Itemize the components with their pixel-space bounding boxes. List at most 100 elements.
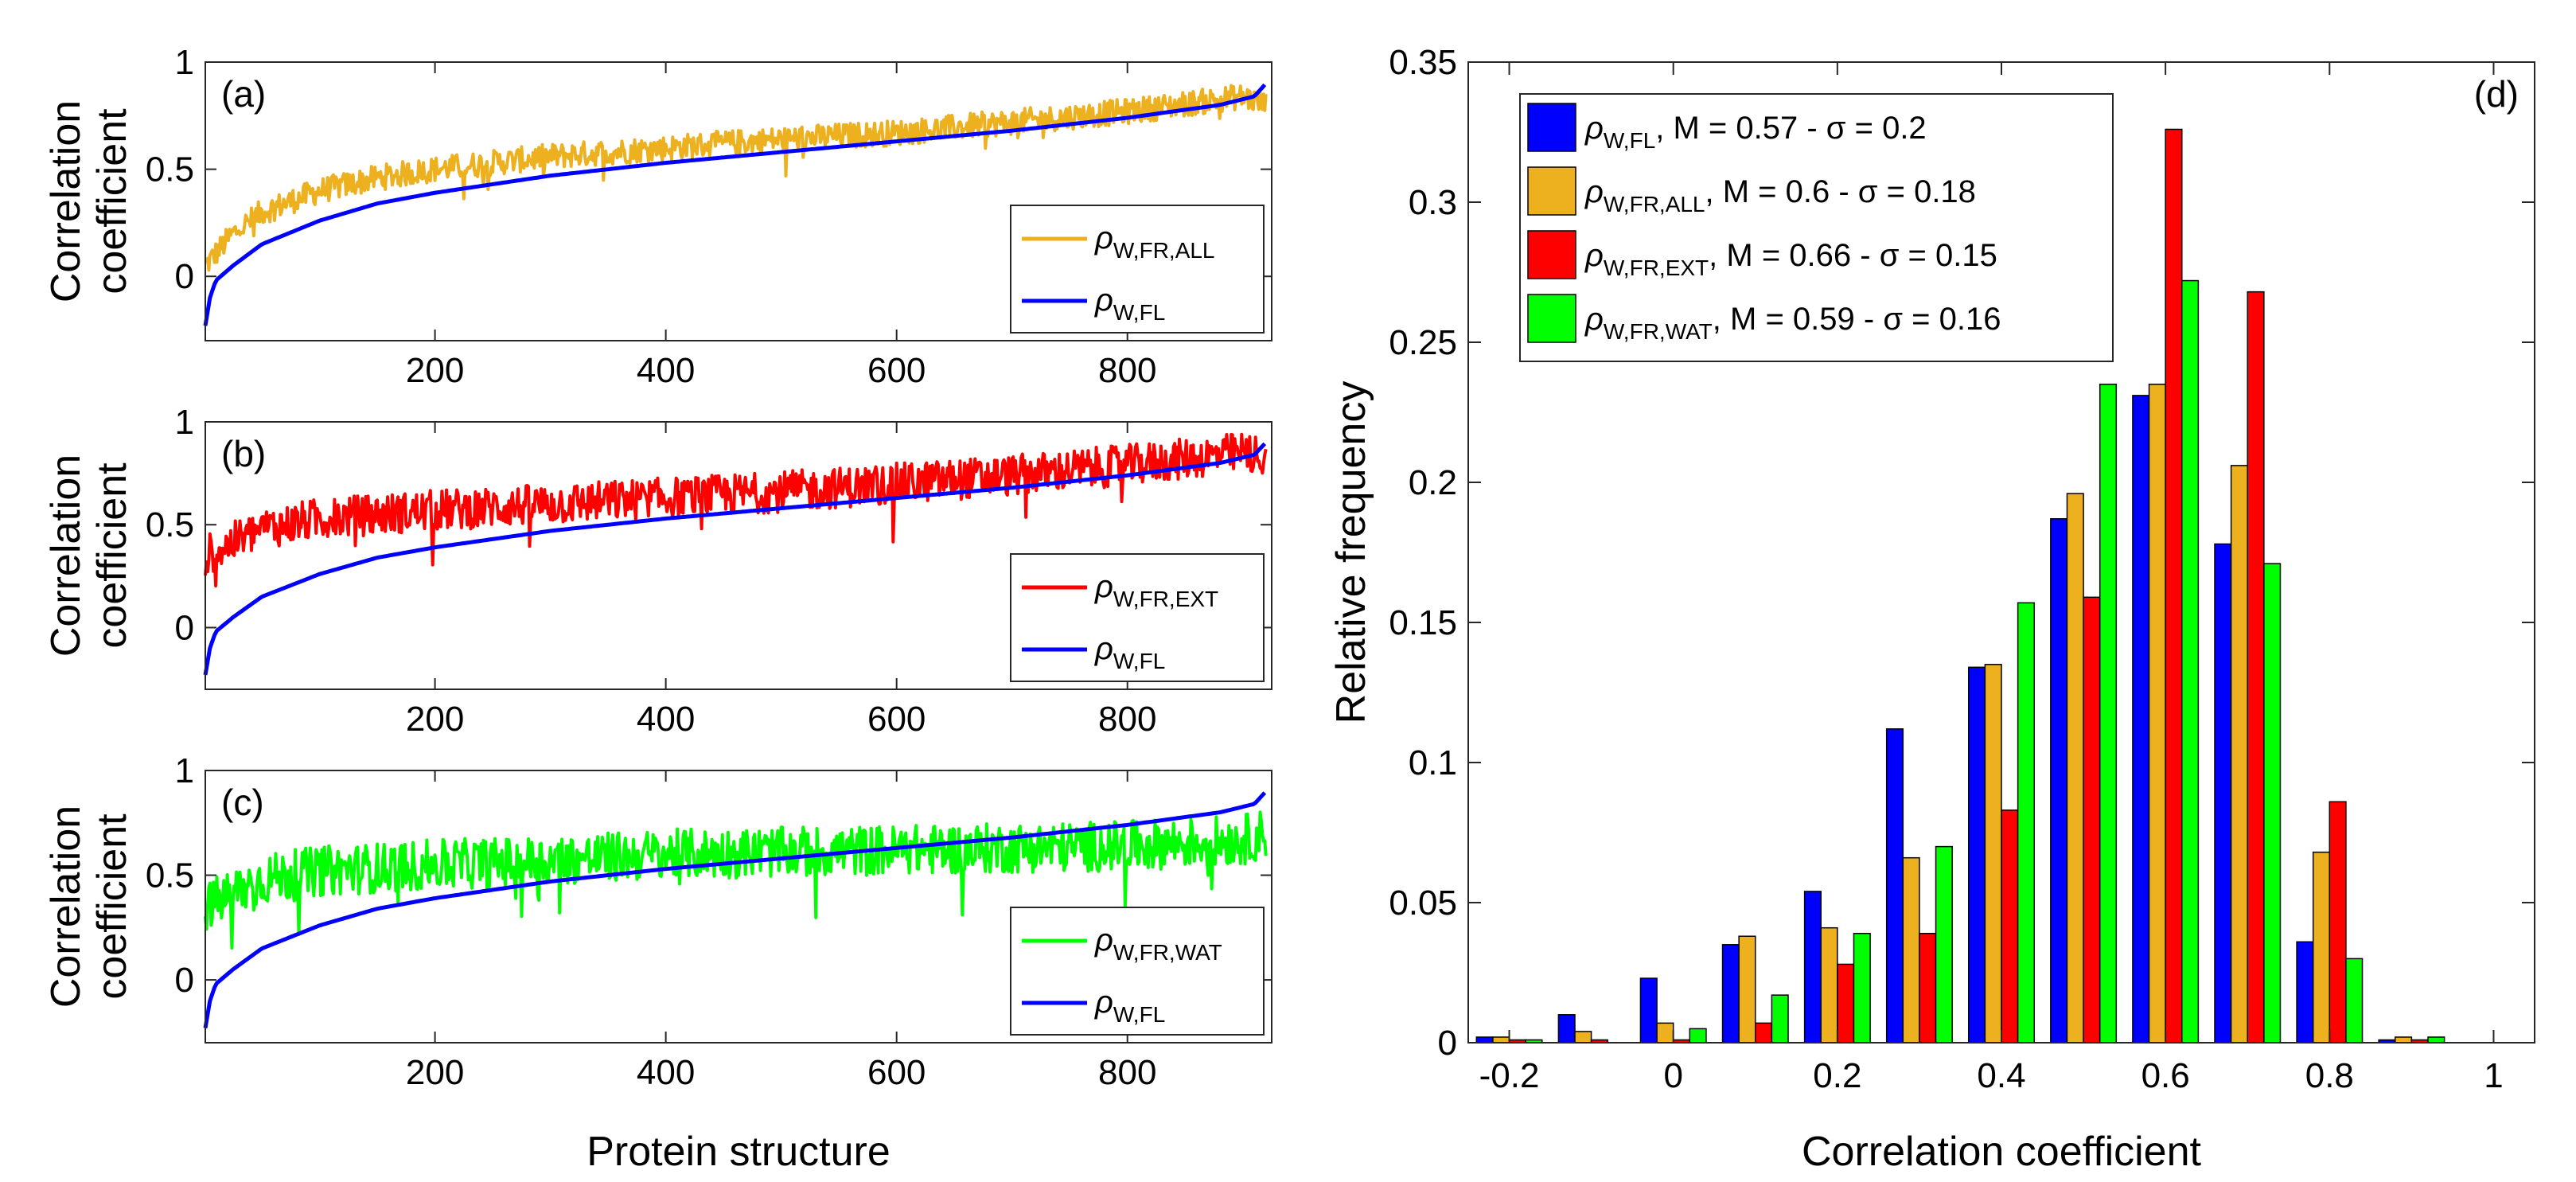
bar-w-fl (1557, 1014, 1576, 1044)
bar-w-fr-wat (2181, 279, 2200, 1044)
y-tick-label: 0.05 (1389, 884, 1457, 923)
legend-swatch (1527, 103, 1576, 152)
x-tick-label: 800 (1098, 1053, 1156, 1092)
bar-w-fr-ext (2165, 128, 2183, 1044)
y-tick-label: 1 (175, 403, 194, 442)
bar-w-fr-all (1984, 664, 2002, 1044)
bar-w-fl (1885, 728, 1904, 1044)
panel-label: (b) (221, 433, 266, 474)
bar-w-fr-wat (1689, 1028, 1707, 1044)
bar-w-fr-ext (1919, 932, 1937, 1044)
x-tick-label: 0.2 (1813, 1056, 1861, 1095)
bar-w-fr-all (2395, 1036, 2413, 1044)
y-tick-label: 0.25 (1389, 323, 1457, 362)
legend-swatch (1527, 294, 1576, 343)
panel-a: 200 400 600 800 0 0.5 1 Correlationcoefficient (… (43, 43, 1272, 390)
legend-label: ρW,FL (1094, 283, 1165, 325)
panel-label: (a) (221, 73, 266, 115)
x-axis-label: Protein structure (587, 1129, 890, 1175)
panel-b: 200 400 600 800 0 0.5 1 Correlationcoefficient (… (43, 403, 1272, 739)
x-tick-label: -0.2 (1479, 1056, 1540, 1095)
bar-w-fr-ext (2001, 809, 2019, 1044)
bar-w-fr-ext (1755, 1022, 1773, 1044)
bar-w-fr-wat (1853, 932, 1871, 1044)
axes-frame (205, 421, 1272, 690)
bar-w-fr-all (1492, 1036, 1510, 1044)
legend: ρW,FR,EXT ρW,FL (1010, 553, 1265, 682)
legend: ρW,FL, M = 0.57 - σ = 0.2 ρW,FR,ALL, M = … (1519, 93, 2114, 362)
bar-w-fr-all (2066, 493, 2084, 1044)
panel-label: (c) (221, 782, 264, 823)
bar-w-fr-all (1574, 1031, 1592, 1044)
y-axis-label: Correlationcoefficient (43, 806, 135, 1008)
bar-w-fr-all (2148, 384, 2166, 1044)
y-tick-label: 0 (175, 961, 194, 1000)
y-tick-label: 0.3 (1409, 183, 1457, 222)
legend-label: ρW,FR,WAT, M = 0.59 - σ = 0.16 (1584, 302, 2001, 344)
bar-w-fl (1639, 977, 1658, 1044)
legend-label: ρW,FR,ALL, M = 0.6 - σ = 0.18 (1584, 174, 1976, 217)
legend-label: ρW,FR,WAT (1094, 923, 1222, 965)
legend-box (1010, 553, 1265, 682)
bar-w-fr-all (1820, 926, 1838, 1044)
y-tick-label: 0 (175, 608, 194, 647)
x-tick-label: 0.8 (2305, 1056, 2354, 1095)
bar-w-fl (1803, 891, 1822, 1044)
legend-label: ρW,FR,ALL (1094, 220, 1215, 263)
legend-swatch (1527, 166, 1576, 216)
bar-w-fr-all (1738, 935, 1756, 1044)
y-tick-label: 0.2 (1409, 463, 1457, 502)
panel-label: (d) (2474, 73, 2519, 115)
x-tick-label: 0.4 (1977, 1056, 2025, 1095)
bar-w-fr-ext (2083, 596, 2101, 1044)
bar-w-fr-wat (2263, 563, 2282, 1044)
x-tick-label: 200 (406, 700, 464, 739)
legend-label: ρW,FL (1094, 985, 1165, 1027)
bar-w-fr-all (1902, 856, 1920, 1044)
x-tick-label: 600 (867, 1053, 926, 1092)
y-tick-label: 0.5 (146, 856, 194, 895)
bar-w-fr-wat (2345, 958, 2364, 1044)
legend-box (1519, 93, 2114, 362)
x-tick-label: 800 (1098, 351, 1156, 390)
x-tick-label: 400 (637, 351, 695, 390)
bar-w-fl (1475, 1036, 1494, 1044)
bar-w-fr-wat (2427, 1036, 2445, 1044)
legend-label: ρW,FL, M = 0.57 - σ = 0.2 (1584, 111, 1927, 153)
series-line-w-fl (203, 791, 1267, 1029)
series-line-w-fl (203, 442, 1267, 676)
x-tick-label: 200 (406, 1053, 464, 1092)
y-tick-label: 0.1 (1409, 743, 1457, 782)
legend-label: ρW,FR,EXT (1094, 569, 1218, 611)
bar-w-fr-all (2312, 851, 2331, 1044)
y-tick-label: 1 (175, 751, 194, 790)
bar-w-fr-all (1656, 1022, 1674, 1044)
series-line-w-fl (203, 83, 1267, 326)
x-tick-label: 0 (1663, 1056, 1682, 1095)
bar-w-fr-wat (2099, 384, 2118, 1044)
x-tick-label: 600 (867, 351, 926, 390)
legend: ρW,FR,WAT ρW,FL (1010, 907, 1265, 1036)
y-tick-label: 0.5 (146, 150, 194, 189)
legend-label: ρW,FL (1094, 631, 1165, 673)
x-tick-label: 200 (406, 351, 464, 390)
bar-w-fr-ext (1837, 963, 1855, 1044)
legend-swatch (1527, 230, 1576, 279)
legend-box (1010, 205, 1265, 334)
bar-w-fl (1968, 666, 1986, 1044)
x-tick-label: 400 (637, 700, 695, 739)
legend-label: ρW,FR,EXT, M = 0.66 - σ = 0.15 (1584, 238, 1997, 280)
x-tick-label: 800 (1098, 700, 1156, 739)
series-line-w-fr-all (204, 84, 1268, 272)
y-tick-label: 1 (175, 43, 194, 82)
bar-w-fr-all (2230, 465, 2248, 1044)
x-tick-label: 1 (2484, 1056, 2503, 1095)
panel-d: -0.2 0 0.2 0.4 0.6 0.8 1 0 0.05 0.1 0.15 0.2 0.25 0.3… (1328, 43, 2535, 1175)
y-tick-label: 0 (175, 257, 194, 296)
x-tick-label: 0.6 (2141, 1056, 2190, 1095)
bar-w-fl (2050, 518, 2068, 1044)
y-tick-label: 0.35 (1389, 43, 1457, 82)
bar-w-fr-wat (1935, 845, 1953, 1044)
bar-w-fr-ext (2247, 291, 2265, 1044)
panel-c: 200 400 600 800 0 0.5 1 Correlationcoefficient (… (43, 751, 1272, 1175)
